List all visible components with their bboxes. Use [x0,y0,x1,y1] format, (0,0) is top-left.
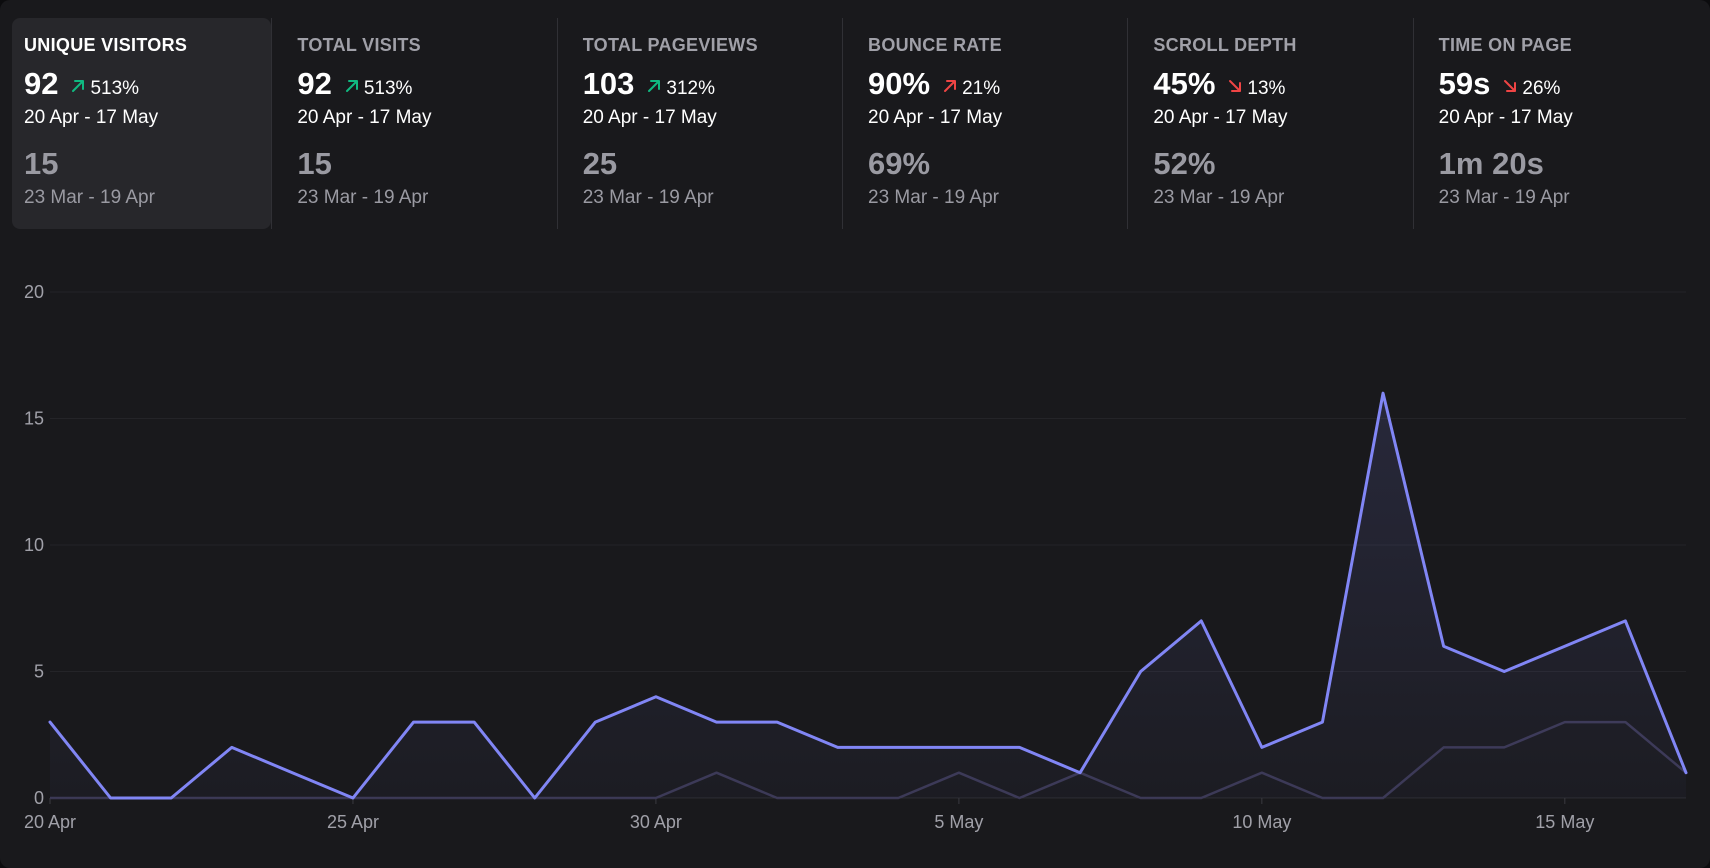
arrow-up-right-icon [72,80,85,92]
metric-previous-range: 23 Mar - 19 Apr [24,187,155,208]
data-point-current [47,719,53,725]
data-point-current [229,744,235,750]
metric-current-row: 92 513% [24,66,259,102]
metric-label: UNIQUE VISITORS [24,35,188,55]
metric-current-range: 20 Apr - 17 May [24,107,159,128]
metric-current-range: 20 Apr - 17 May [1438,107,1573,128]
metric-label: TOTAL PAGEVIEWS [582,35,758,55]
metric-previous-range: 23 Mar - 19 Apr [297,187,429,208]
data-point-current [956,744,962,750]
data-point-current [1441,643,1447,649]
data-point-current [1077,770,1083,776]
data-point-current [1259,744,1265,750]
metric-change: 312% [666,78,716,99]
metric-cards: UNIQUE VISITORS 92 513% 20 Apr - 17 May 15 23… [12,18,1698,229]
visitors-chart: 0 5 10 15 20 20 Apr 25 Apr 30 Apr 5 May 10 May 15 … [24,282,1689,832]
metric-previous-range: 23 Mar - 19 Apr [582,187,714,208]
metric-current-row: 45% 13% [1153,66,1400,102]
x-tick-label: 10 May [1232,812,1291,832]
data-point-current [108,795,114,801]
metric-card-time-on-page[interactable]: TIME ON PAGE 59s 26% 20 Apr - 17 May 1m 20s 2… [1412,18,1698,229]
x-tick-label: 30 Apr [630,812,682,832]
metric-current-row: 92 513% [297,66,544,102]
metric-current-row: 90% 21% [868,66,1115,102]
metric-value: 45% [1153,66,1216,101]
metric-label: TIME ON PAGE [1438,35,1572,55]
data-point-current [1016,744,1022,750]
data-point-current [1501,669,1507,675]
metric-current-row: 103 312% [583,66,830,102]
metric-previous-value: 52% [1153,146,1216,181]
y-tick-label: 15 [24,409,44,429]
data-point-current [1138,669,1144,675]
metric-current-range: 20 Apr - 17 May [1153,107,1288,128]
metric-previous-range: 23 Mar - 19 Apr [868,187,999,208]
metric-label: BOUNCE RATE [868,35,1002,55]
data-point-current [714,719,720,725]
data-point-current [774,719,780,725]
arrow-up-right-icon [345,80,358,92]
data-point-current [1198,618,1204,624]
data-point-current [592,719,598,725]
metric-value: 103 [582,66,635,101]
metric-change: 26% [1522,78,1561,99]
metric-current-range: 20 Apr - 17 May [297,107,432,128]
metric-change: 513% [363,78,413,99]
metric-label: SCROLL DEPTH [1153,35,1297,55]
metric-card-bounce-rate[interactable]: BOUNCE RATE 90% 21% 20 Apr - 17 May 69% 23 Ma… [842,18,1127,229]
metric-current-row: 59s 26% [1439,66,1686,102]
data-point-current [835,744,841,750]
x-tick-label: 25 Apr [327,812,379,832]
metric-change: 21% [962,78,1001,99]
metric-previous-range: 23 Mar - 19 Apr [1153,187,1285,208]
metric-previous-value: 15 [24,146,59,181]
metric-value: 92 [24,66,59,101]
data-point-current [168,795,174,801]
metric-card-unique-visitors[interactable]: UNIQUE VISITORS 92 513% 20 Apr - 17 May 15 23… [12,18,272,229]
arrow-up-right-icon [944,80,957,92]
metric-current-range: 20 Apr - 17 May [582,107,717,128]
data-point-current [350,795,356,801]
data-point-current [1380,390,1386,396]
data-point-current [1562,643,1568,649]
metric-current-range: 20 Apr - 17 May [868,107,1003,128]
x-tick-label: 15 May [1535,812,1594,832]
metric-value: 59s [1438,66,1491,101]
data-point-current [895,744,901,750]
x-tick-label: 20 Apr [24,812,76,832]
data-point-current [289,770,295,776]
arrow-up-right-icon [648,80,661,92]
series-line-current [48,391,1688,800]
metric-card-total-pageviews[interactable]: TOTAL PAGEVIEWS 103 312% 20 Apr - 17 May 25 2… [556,18,842,229]
metric-value: 92 [297,66,332,101]
metric-previous-value: 25 [582,146,618,181]
data-point-current [532,795,538,801]
metric-previous-value: 69% [868,146,931,181]
metric-label: TOTAL VISITS [297,35,421,55]
metric-card-scroll-depth[interactable]: SCROLL DEPTH 45% 13% 20 Apr - 17 May 52% 23 M… [1127,18,1412,229]
x-tick-label: 5 May [934,812,983,832]
metric-change: 13% [1247,78,1286,99]
y-tick-label: 5 [34,662,44,682]
arrow-down-right-icon [1504,80,1517,92]
metric-previous-value: 1m 20s [1438,146,1544,181]
arrow-down-right-icon [1229,80,1242,92]
metric-previous-range: 23 Mar - 19 Apr [1438,187,1570,208]
data-point-current [471,719,477,725]
data-point-current [1319,719,1325,725]
data-point-current [1683,770,1689,776]
y-tick-label: 20 [24,282,44,302]
y-tick-label: 10 [24,535,44,555]
series-area-current [50,393,1686,798]
data-point-current [1622,618,1628,624]
metric-previous-value: 15 [297,146,332,181]
data-point-current [653,694,659,700]
metric-value: 90% [868,66,931,101]
metric-card-total-visits[interactable]: TOTAL VISITS 92 513% 20 Apr - 17 May 15 23 Ma… [271,18,556,229]
metric-change: 513% [90,78,140,99]
y-tick-label: 0 [34,788,44,808]
data-point-current [411,719,417,725]
